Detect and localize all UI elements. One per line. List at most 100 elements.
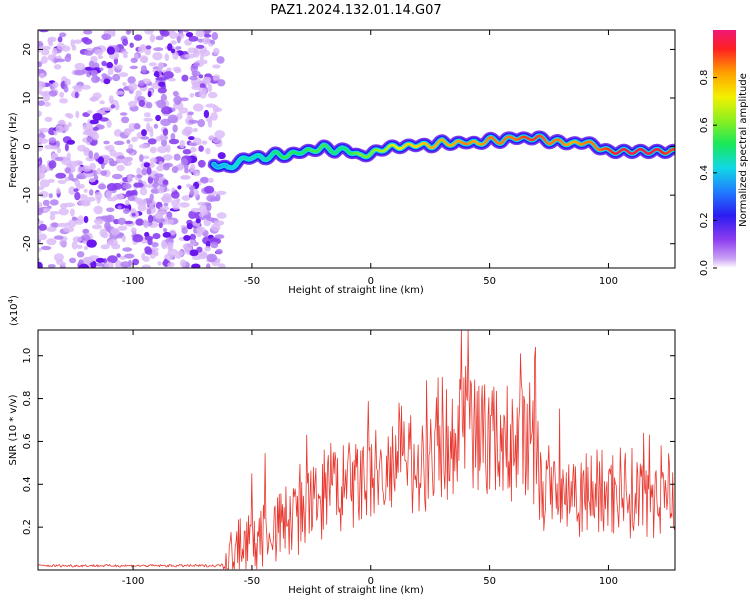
noise-cell: [206, 253, 218, 263]
noise-cell: [147, 214, 154, 223]
noise-cell: [127, 175, 133, 183]
snr-frame: [37, 329, 676, 571]
noise-cell: [51, 222, 59, 228]
noise-cell: [42, 93, 51, 102]
noise-cell: [158, 222, 163, 229]
noise-cell: [214, 234, 225, 240]
noise-cell: [132, 234, 144, 243]
noise-cell: [66, 139, 76, 145]
noise-cell: [57, 179, 67, 184]
snr-y-ticks: 0.2 0.4 0.6 0.8 1.0: [22, 348, 675, 535]
noise-cell: [110, 104, 116, 109]
noise-cell: [80, 234, 91, 243]
noise-cell: [202, 37, 211, 45]
noise-cell: [151, 242, 159, 248]
noise-cell: [109, 160, 118, 167]
noise-cell: [101, 107, 113, 111]
noise-cell: [162, 128, 169, 136]
noise-cell: [147, 138, 157, 145]
noise-cell: [101, 60, 107, 67]
noise-cell: [130, 227, 137, 234]
noise-cell: [93, 205, 103, 215]
colorbar-tick-label: 0.8: [699, 70, 710, 86]
snr-x-label: Height of straight line (km): [288, 585, 424, 596]
noise-cell: [106, 61, 113, 69]
noise-cell: [189, 93, 195, 98]
noise-cell: [103, 78, 111, 85]
noise-cell: [63, 226, 75, 233]
noise-cell: [166, 211, 173, 220]
noise-cell: [72, 85, 83, 90]
noise-cell: [212, 105, 219, 113]
noise-cell: [138, 99, 146, 107]
y-tick-label: 20: [22, 43, 33, 56]
noise-cell: [122, 82, 127, 86]
noise-cell: [136, 174, 143, 179]
noise-cell: [93, 218, 104, 225]
x-tick-label: 100: [599, 576, 618, 587]
noise-cell: [163, 228, 168, 233]
noise-cell: [140, 136, 150, 140]
noise-cell: [139, 187, 148, 196]
noise-cell: [70, 208, 75, 217]
noise-cell: [74, 179, 81, 187]
noise-cell: [32, 157, 37, 163]
noise-cell: [57, 120, 66, 125]
noise-cell: [169, 229, 176, 236]
noise-cell: [63, 124, 70, 132]
x-tick-label: -50: [244, 576, 260, 587]
noise-cell: [38, 233, 48, 241]
noise-cell: [208, 135, 215, 141]
noise-cell: [59, 91, 65, 98]
noise-cell: [38, 81, 46, 90]
colorbar-ticks: 0.0 0.2 0.4 0.6 0.8: [699, 70, 717, 276]
noise-cell: [81, 165, 92, 172]
noise-cell: [159, 206, 170, 211]
noise-cell: [120, 112, 128, 116]
noise-cell: [179, 139, 185, 149]
noise-cell: [79, 183, 85, 189]
noise-cell: [50, 145, 59, 150]
noise-cell: [74, 62, 86, 70]
noise-cell: [112, 73, 121, 82]
noise-cell: [179, 202, 190, 208]
noise-cell: [128, 82, 138, 91]
noise-cell: [167, 43, 173, 51]
snr-line: [38, 330, 675, 570]
noise-cell: [188, 35, 199, 42]
noise-cell: [160, 30, 170, 37]
colorbar-tick-label: 0.2: [699, 212, 710, 228]
noise-cell: [135, 218, 144, 226]
noise-cell: [64, 54, 72, 63]
noise-cell: [109, 149, 117, 157]
noise-cell: [182, 244, 189, 249]
noise-cell: [199, 49, 211, 57]
noise-cell: [74, 69, 86, 76]
noise-cell: [161, 138, 167, 147]
noise-cell: [82, 256, 94, 262]
noise-cell: [110, 227, 120, 236]
noise-cell: [88, 150, 94, 159]
spectrogram-x-label: Height of straight line (km): [288, 285, 424, 296]
noise-cell: [122, 208, 130, 215]
noise-cell: [215, 248, 223, 255]
noise-cell: [95, 257, 105, 263]
noise-cell: [38, 247, 42, 253]
noise-cell: [211, 31, 219, 41]
spectrogram-frame: [37, 29, 676, 269]
noise-cell: [99, 78, 105, 83]
noise-cell: [122, 247, 133, 252]
noise-cell: [53, 64, 62, 70]
noise-cell: [117, 205, 122, 210]
noise-cell: [47, 264, 56, 268]
noise-cell: [173, 153, 181, 161]
noise-cell: [103, 140, 110, 145]
noise-cell: [99, 100, 105, 105]
noise-cell: [98, 183, 107, 190]
noise-cell: [172, 66, 181, 72]
noise-cell: [177, 185, 182, 190]
ridge-cell: [236, 160, 240, 164]
noise-cell: [68, 173, 74, 181]
snr-y-multiplier-base: (x10: [9, 303, 20, 326]
noise-cell: [83, 30, 93, 35]
